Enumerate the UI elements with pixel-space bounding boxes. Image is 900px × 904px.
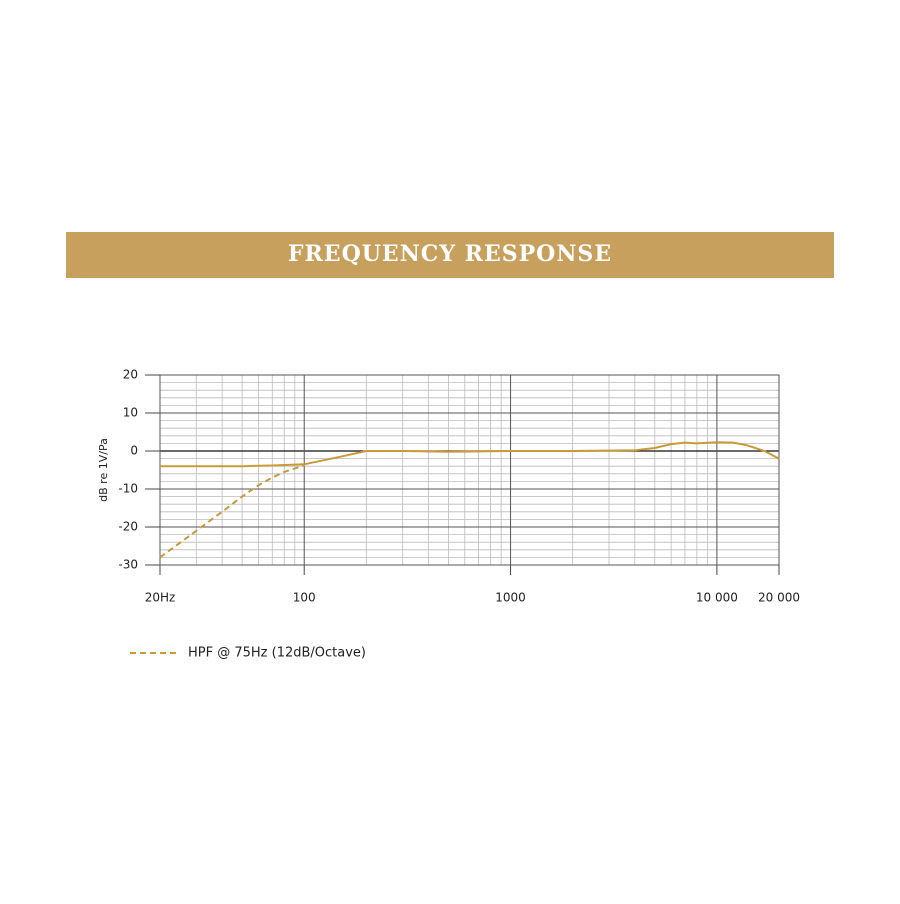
y-tick-label: -10 — [118, 482, 138, 496]
x-tick-label: 100 — [293, 591, 316, 605]
legend-label: HPF @ 75Hz (12dB/Octave) — [188, 646, 366, 661]
x-tick-label: 20Hz — [145, 591, 176, 605]
chart-title: FREQUENCY RESPONSE — [288, 241, 612, 267]
y-tick-label: 10 — [123, 406, 138, 420]
y-tick-label: 20 — [123, 368, 138, 382]
plot-frame — [159, 374, 780, 566]
x-tick-label: 20 000 — [758, 591, 800, 605]
title-banner — [66, 232, 834, 278]
y-tick-label: -20 — [118, 520, 138, 534]
x-tick-label: 1000 — [495, 591, 526, 605]
series-line — [159, 464, 305, 559]
x-tick-label: 10 000 — [696, 591, 738, 605]
y-axis-label: dB re 1V/Pa — [97, 438, 110, 502]
y-tick-label: -30 — [118, 558, 138, 572]
series-line — [160, 441, 780, 468]
y-tick-label: 0 — [130, 444, 138, 458]
